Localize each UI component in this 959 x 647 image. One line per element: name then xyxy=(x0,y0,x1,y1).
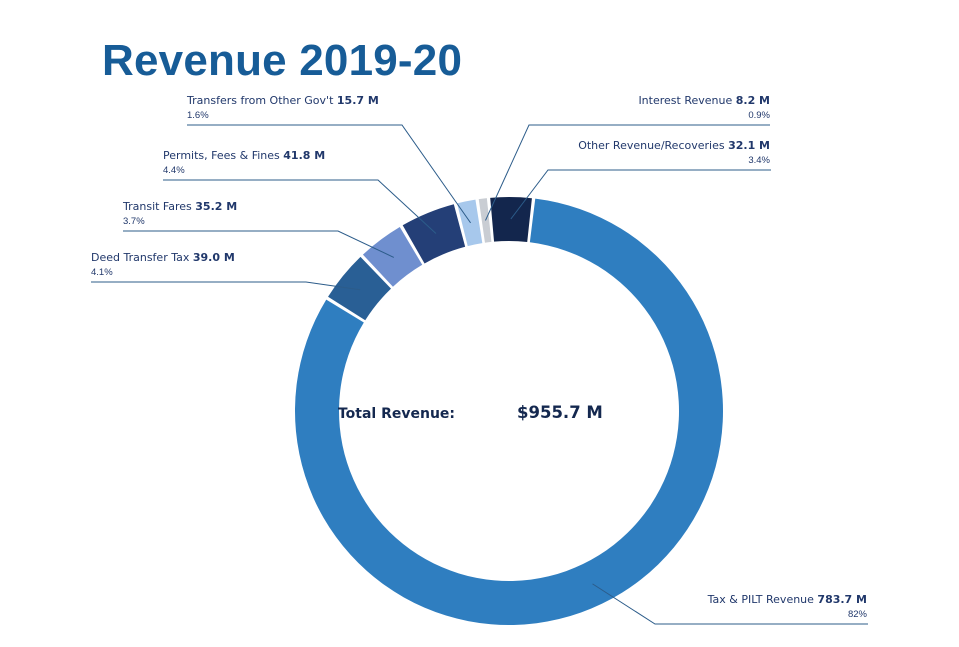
slice-other-revenue-recoveries xyxy=(490,197,532,242)
label-name: Other Revenue/Recoveries xyxy=(578,139,728,152)
percent-interest-revenue: 0.9% xyxy=(748,110,770,121)
leader-tax-pilt-revenue xyxy=(592,583,868,625)
slice-transfers-from-other-gov-t xyxy=(457,199,483,247)
label-value: 35.2 M xyxy=(195,200,237,213)
leader-deed-transfer-tax xyxy=(91,281,361,291)
label-transfers-from-other-gov-t: Transfers from Other Gov't 15.7 M xyxy=(186,94,379,107)
label-name: Transfers from Other Gov't xyxy=(186,94,337,107)
label-tax-pilt-revenue: Tax & PILT Revenue 783.7 M xyxy=(707,593,867,606)
label-deed-transfer-tax: Deed Transfer Tax 39.0 M xyxy=(91,251,235,264)
percent-permits-fees-fines: 4.4% xyxy=(163,165,185,176)
label-value: 39.0 M xyxy=(193,251,235,264)
label-permits-fees-fines: Permits, Fees & Fines 41.8 M xyxy=(163,149,325,162)
percent-deed-transfer-tax: 4.1% xyxy=(91,267,113,278)
label-name: Permits, Fees & Fines xyxy=(163,149,283,162)
label-name: Interest Revenue xyxy=(638,94,735,107)
label-value: 783.7 M xyxy=(817,593,867,606)
donut-center: Total Revenue: $955.7 M xyxy=(338,403,603,422)
percent-transfers-from-other-gov-t: 1.6% xyxy=(187,110,209,121)
leader-permits-fees-fines xyxy=(163,179,437,234)
percent-transit-fares: 3.7% xyxy=(123,216,145,227)
slice-labels: Tax & PILT Revenue 783.7 M 82% Deed Transf… xyxy=(91,94,868,620)
label-name: Transit Fares xyxy=(122,200,195,213)
label-other-revenue-recoveries: Other Revenue/Recoveries 32.1 M xyxy=(578,139,770,152)
percent-other-revenue-recoveries: 3.4% xyxy=(748,155,770,166)
total-revenue-label: Total Revenue: xyxy=(338,406,455,422)
label-value: 32.1 M xyxy=(728,139,770,152)
label-name: Tax & PILT Revenue xyxy=(707,593,818,606)
leader-lines xyxy=(91,124,868,625)
slice-deed-transfer-tax xyxy=(328,256,392,321)
leader-transfers-from-other-gov-t xyxy=(187,124,472,224)
label-transit-fares: Transit Fares 35.2 M xyxy=(122,200,237,213)
slice-permits-fees-fines xyxy=(402,204,466,264)
page-title: Revenue 2019-20 xyxy=(102,36,463,85)
leader-other-revenue-recoveries xyxy=(510,169,771,220)
label-interest-revenue: Interest Revenue 8.2 M xyxy=(638,94,770,107)
total-revenue-value: $955.7 M xyxy=(517,403,603,422)
leader-transit-fares xyxy=(123,230,395,258)
label-value: 8.2 M xyxy=(736,94,770,107)
label-value: 41.8 M xyxy=(283,149,325,162)
label-name: Deed Transfer Tax xyxy=(91,251,193,264)
percent-tax-pilt-revenue: 82% xyxy=(848,609,868,620)
label-value: 15.7 M xyxy=(337,94,379,107)
slice-interest-revenue xyxy=(478,198,492,243)
leader-interest-revenue xyxy=(485,124,770,221)
